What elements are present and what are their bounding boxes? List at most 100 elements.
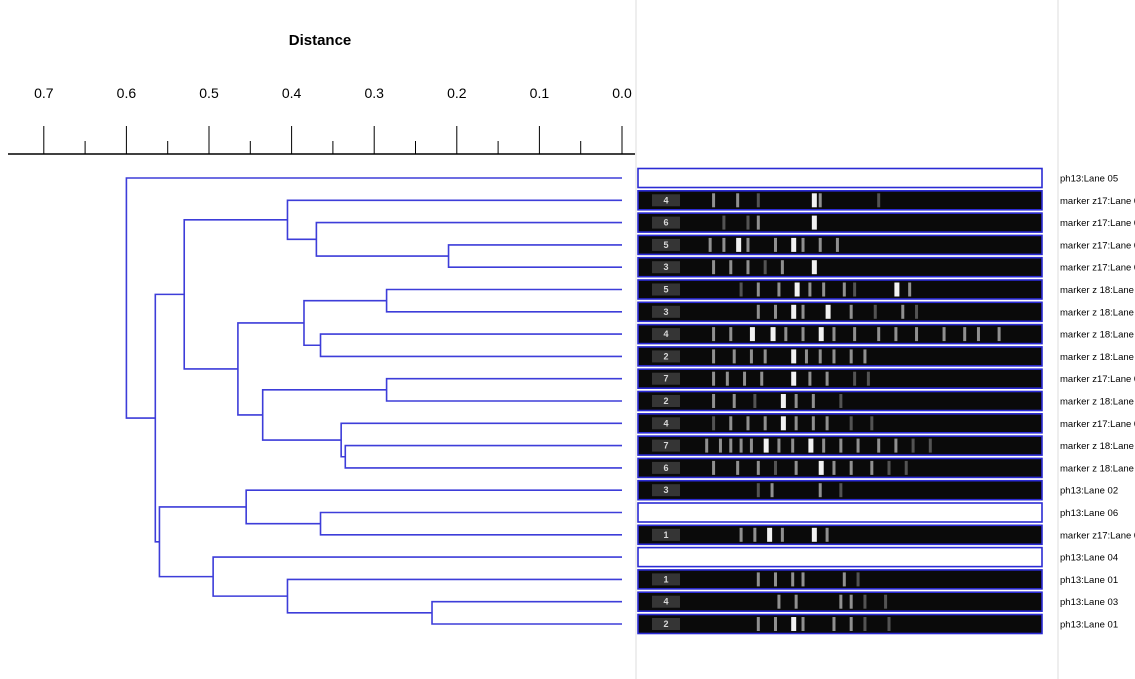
gel-band <box>780 527 784 542</box>
gel-band <box>818 349 822 364</box>
gel-band <box>756 304 760 319</box>
lane-number: 4 <box>663 418 668 428</box>
lane-number: 7 <box>663 374 668 384</box>
gel-lane: 3 <box>637 479 1043 501</box>
lane-well <box>652 194 680 207</box>
gel-band <box>832 460 836 475</box>
dendrogram-branch <box>315 221 622 257</box>
gel-band <box>863 617 867 631</box>
gel-band <box>780 260 784 275</box>
row-label: marker z17:Lane 06 <box>1060 374 1135 385</box>
row-label: marker z17:Lane 01 <box>1060 530 1135 541</box>
lane-frame <box>637 457 1043 479</box>
gel-band <box>729 327 733 342</box>
lane-well <box>652 216 680 229</box>
row-label: marker z 18:Lane 05 <box>1060 463 1135 474</box>
row-label: marker z 18:Lane 02 <box>1060 307 1135 318</box>
gel-band <box>774 237 777 252</box>
row-labels: ph13:Lane 05 marker z17:Lane 01 marker z17… <box>1060 174 1135 631</box>
gel-band <box>774 572 777 587</box>
gel-band <box>801 304 805 319</box>
gel-band <box>791 304 797 319</box>
gel-band <box>853 371 857 386</box>
lane-frame <box>637 212 1043 233</box>
gel-band <box>777 438 781 453</box>
gel-band <box>811 260 817 275</box>
gel-band <box>763 260 767 275</box>
gel-lane: 3 <box>637 301 1043 323</box>
dendrogram-branch <box>319 511 622 536</box>
gel-band <box>739 282 743 297</box>
row-label: ph13:Lane 01 <box>1060 620 1118 631</box>
gel-band <box>863 594 867 609</box>
lane-number: 5 <box>663 285 668 295</box>
gel-band <box>777 282 781 297</box>
gel-band <box>767 527 773 542</box>
gel-band <box>818 327 824 342</box>
gel-band <box>866 371 870 386</box>
gel-band <box>915 327 919 342</box>
tick-label: 0.6 <box>117 85 137 101</box>
lane-well <box>652 417 680 430</box>
gel-band <box>877 438 881 453</box>
gel-band <box>849 416 853 431</box>
lane-frame <box>637 279 1043 300</box>
row-label: marker z17:Lane 02 <box>1060 263 1135 274</box>
gel-band <box>743 371 747 386</box>
gel-lane <box>637 502 1043 523</box>
row-label: marker z 18:Lane 01 <box>1060 397 1135 408</box>
row-label: marker z17:Lane 03 <box>1060 419 1135 430</box>
lane-frame <box>637 569 1043 590</box>
lane-number: 2 <box>663 619 668 629</box>
row-label: marker z17:Lane 01 <box>1060 196 1135 207</box>
gel-lane: 2 <box>637 390 1043 412</box>
dendrogram-branch <box>183 219 288 370</box>
tick-label: 0.0 <box>612 85 632 101</box>
gel-band <box>746 215 750 230</box>
lane-well <box>652 372 680 385</box>
lane-number: 6 <box>663 218 668 228</box>
gel-band <box>915 304 919 319</box>
gel-band <box>825 371 829 386</box>
lane-well <box>652 238 680 251</box>
row-label: ph13:Lane 03 <box>1060 597 1118 608</box>
gel-lane: 4 <box>637 190 1043 211</box>
gel-band <box>729 416 733 431</box>
dendrogram-branch <box>245 489 622 525</box>
gel-band <box>777 594 781 609</box>
lane-frame <box>637 323 1043 345</box>
gel-band <box>832 349 836 364</box>
gel-band <box>849 304 853 319</box>
gel-lane <box>637 167 1043 189</box>
lane-frame <box>637 412 1043 434</box>
gel-band <box>712 193 716 208</box>
lane-frame <box>637 256 1043 278</box>
dendrogram-branch <box>154 293 185 543</box>
gel-band <box>729 260 733 275</box>
gel-band <box>774 304 777 319</box>
lane-number: 3 <box>663 485 668 495</box>
gel-band <box>811 193 817 208</box>
gel-lane: 6 <box>637 212 1043 233</box>
lane-well <box>652 573 680 586</box>
lane-number: 3 <box>663 307 668 317</box>
gel-lane <box>637 546 1043 568</box>
gel-lane: 4 <box>637 412 1043 434</box>
gel-band <box>808 282 812 297</box>
tick-label: 0.5 <box>199 85 219 101</box>
lane-well <box>652 595 680 608</box>
gel-band <box>825 304 831 319</box>
row-label: ph13:Lane 05 <box>1060 174 1118 185</box>
gel-lanes: 4 6 5 3 5 3 4 2 7 2 4 7 6 3 1 1 4 2 <box>637 167 1043 635</box>
gel-band <box>811 416 815 431</box>
gel-band <box>849 460 853 475</box>
lane-number: 2 <box>663 351 668 361</box>
gel-lane: 3 <box>637 256 1043 278</box>
row-label: marker z17:Lane 05 <box>1060 218 1135 229</box>
lane-frame-empty <box>637 167 1043 189</box>
gel-band <box>749 349 753 364</box>
gel-band <box>712 416 716 431</box>
gel-band <box>842 572 846 587</box>
gel-band <box>901 304 905 319</box>
